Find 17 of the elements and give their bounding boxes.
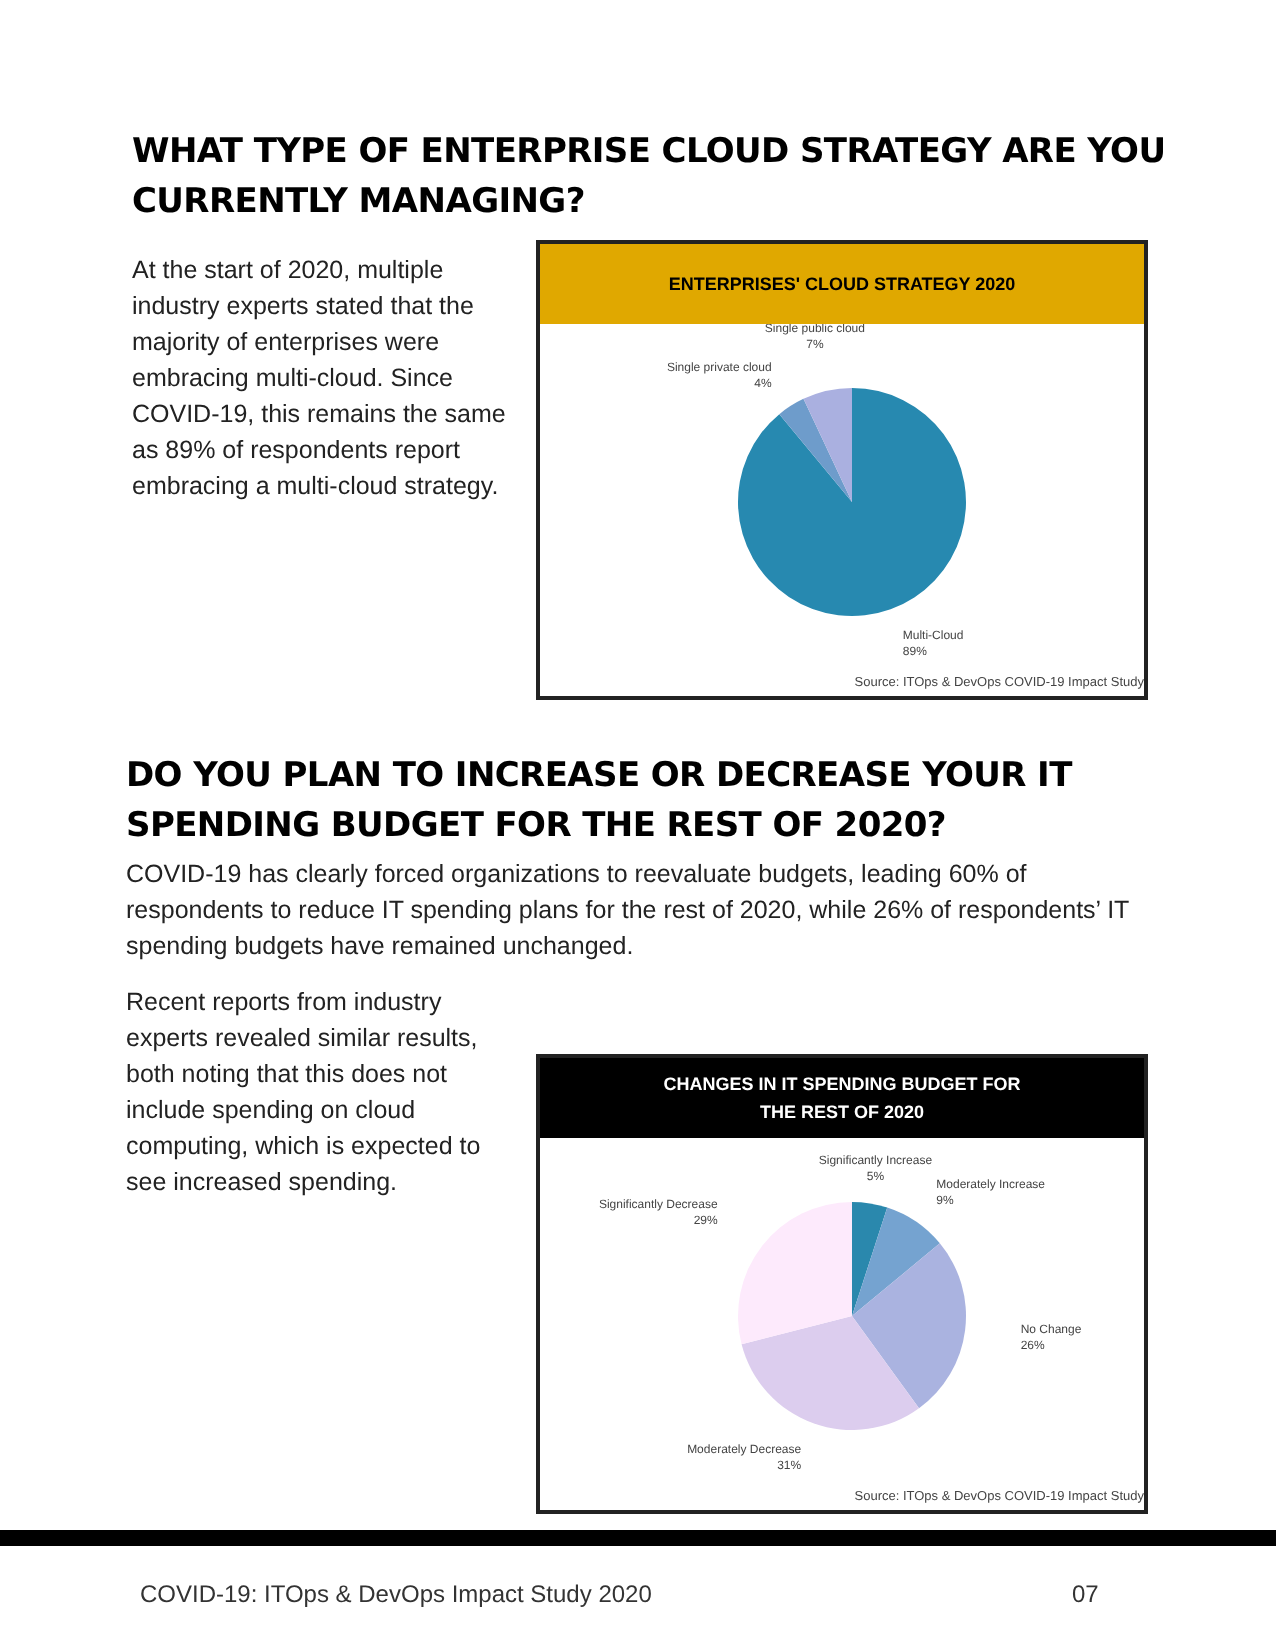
pie-slice	[738, 1202, 852, 1345]
pie-slice	[741, 1316, 920, 1430]
chart-title: CHANGES IN IT SPENDING BUDGET FOR THE REST OF 2020	[540, 1058, 1144, 1138]
text: At the start of 2020, multiple industry experts stated that the majority of enterprises were embracing multi-cloud. Since COVID-19, this remains the same as 89% of respondents report embracing a multi-cloud strategy.	[132, 254, 508, 504]
pie-slice	[852, 1207, 940, 1316]
text: Recent reports from industry experts revealed similar results, both noting that this does not include spending on cloud computing, which is expected to see increased spending.	[126, 986, 483, 1200]
pie-slice	[779, 398, 852, 502]
pie-slice	[738, 388, 966, 616]
text: COVID-19: ITOps & DevOps Impact Study 2020	[140, 1580, 652, 1608]
chart-title: ENTERPRISES' CLOUD STRATEGY 2020	[540, 244, 1144, 324]
text: DO YOU PLAN TO INCREASE OR DECREASE YOUR IT SPENDING BUDGET FOR THE REST OF 2020?	[126, 754, 1075, 850]
pie-slice	[803, 388, 852, 502]
text: 07	[1072, 1580, 1099, 1608]
text: COVID-19 has clearly forced organizations to reevaluate budgets, leading 60% of respondents to reduce IT spending plans for the rest of 2020, while 26% of respondents’ IT spending budgets have remained unchanged.	[126, 858, 1131, 964]
pie-slice	[852, 1243, 966, 1409]
text: WHAT TYPE OF ENTERPRISE CLOUD STRATEGY ARE YOU CURRENTLY MANAGING?	[132, 130, 1168, 226]
pie-slice	[852, 1202, 888, 1316]
